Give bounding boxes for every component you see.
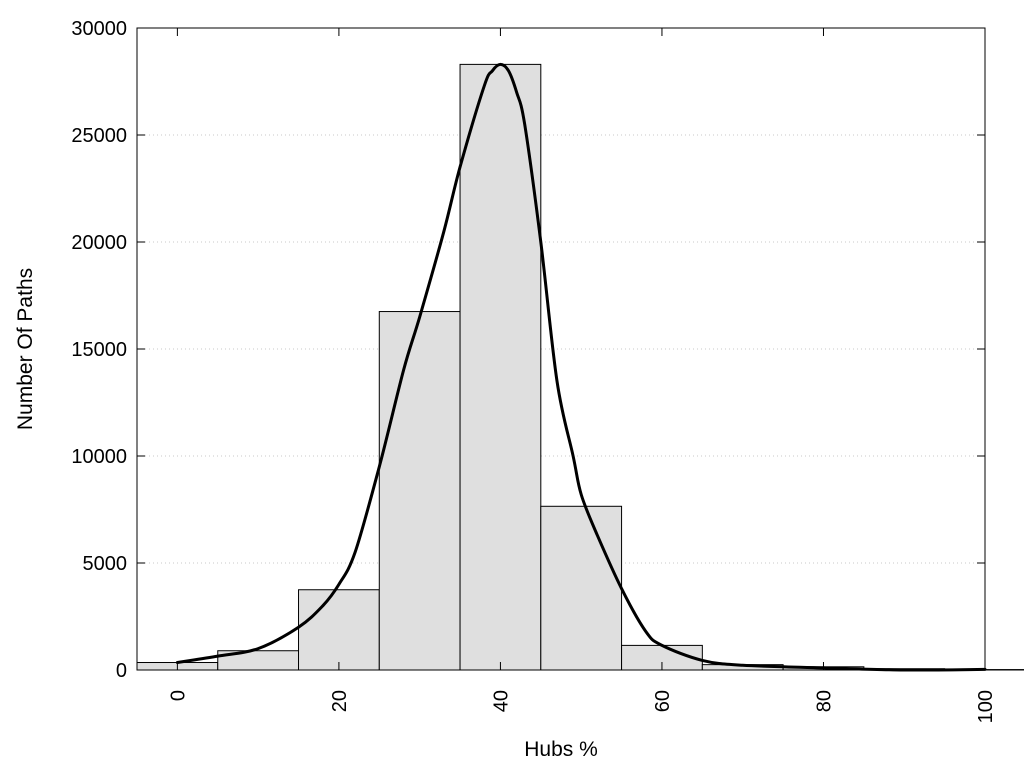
x-tick-labels: 0 20 40 60 80 100: [167, 690, 997, 723]
density-curve-group: [175, 62, 987, 672]
y-tick-label: 25000: [71, 125, 127, 147]
histogram-bar: [298, 589, 380, 671]
x-tick-label: 20: [329, 690, 351, 712]
x-tick-label: 40: [490, 690, 512, 712]
gridlines: [137, 134, 985, 564]
x-tick-label: 80: [813, 690, 835, 712]
y-tick-label: 20000: [71, 232, 127, 254]
y-tick-label: 15000: [71, 339, 127, 361]
x-tick-label: 100: [975, 690, 997, 723]
x-tick-label: 0: [167, 690, 189, 701]
x-tick-label: 60: [652, 690, 674, 712]
histogram-bar: [378, 311, 461, 671]
y-tick-label: 10000: [71, 446, 127, 468]
y-tick-label: 30000: [71, 18, 127, 40]
y-tick-labels: 0 5000 10000 15000 20000 25000 30000: [71, 18, 127, 682]
histogram-bar: [540, 505, 623, 671]
density-curve: [175, 62, 987, 672]
y-tick-label: 0: [116, 660, 127, 682]
bars: [136, 63, 1024, 671]
y-tick-label: 5000: [83, 553, 128, 575]
y-axis-title: Number Of Paths: [14, 268, 37, 430]
x-axis-title: Hubs %: [524, 738, 598, 761]
